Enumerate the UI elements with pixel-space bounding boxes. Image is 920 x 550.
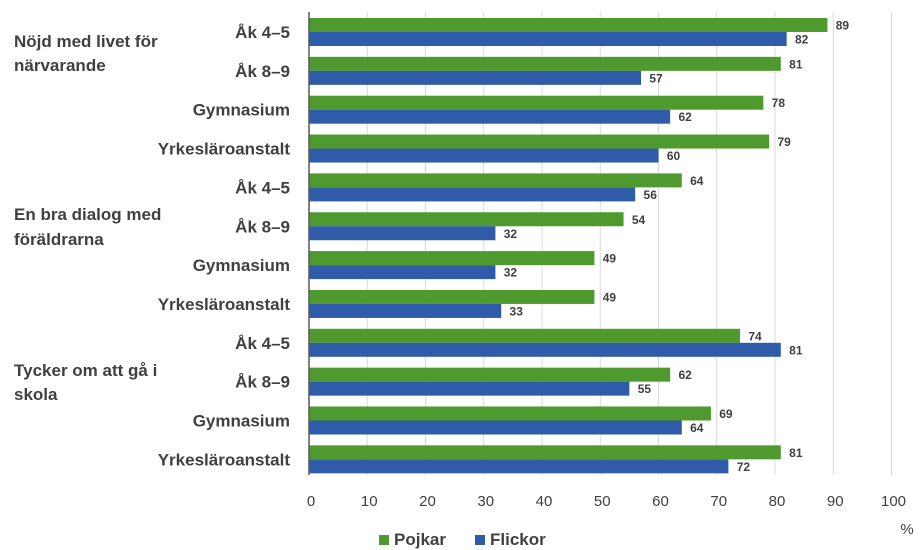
value-label: 32: [504, 227, 518, 241]
x-axis-unit: %: [900, 521, 913, 538]
legend-swatch: [379, 535, 389, 545]
category-label: Åk 4–5: [235, 334, 290, 353]
bar-flickor: [309, 149, 659, 163]
category-label: Åk 8–9: [235, 217, 290, 236]
value-label: 62: [678, 368, 692, 382]
bar-flickor: [309, 459, 728, 473]
bar-pojkar: [309, 407, 711, 421]
category-label: Yrkesläroanstalt: [158, 295, 291, 314]
value-label: 72: [737, 460, 751, 474]
value-label: 60: [667, 149, 681, 163]
category-label: Åk 4–5: [235, 23, 290, 42]
bar-flickor: [309, 265, 495, 279]
category-label: Gymnasium: [193, 101, 290, 120]
legend: Pojkar Flickor: [379, 530, 546, 549]
legend-swatch: [475, 535, 485, 545]
bar-pojkar: [309, 368, 670, 382]
value-label: 55: [638, 382, 652, 396]
value-label: 56: [644, 188, 658, 202]
value-label: 81: [789, 343, 803, 357]
bar-pojkar: [309, 251, 594, 265]
bar-pojkar: [309, 96, 763, 110]
group-label: närvarande: [14, 56, 106, 75]
value-label: 82: [795, 33, 809, 47]
bar-pojkar: [309, 18, 827, 32]
bar-flickor: [309, 343, 781, 357]
bar-flickor: [309, 421, 682, 435]
legend-label: Flickor: [490, 530, 546, 549]
value-label: 89: [836, 19, 850, 33]
group-labels: Nöjd med livet för närvarande En bra dialo…: [14, 32, 161, 404]
value-label: 33: [510, 304, 524, 318]
bar-flickor: [309, 32, 787, 46]
bar-pojkar: [309, 57, 781, 71]
value-label: 57: [649, 71, 663, 85]
category-label: Åk 4–5: [235, 178, 290, 197]
x-tick-label: 30: [477, 493, 494, 510]
category-labels: Åk 4–5 Åk 8–9 Gymnasium Yrkesläroanstalt Åk …: [158, 23, 291, 469]
bar-pojkar: [309, 329, 740, 343]
value-label: 81: [789, 57, 803, 71]
value-label: 64: [690, 421, 704, 435]
value-label: 54: [632, 213, 646, 227]
value-label: 69: [719, 407, 733, 421]
x-tick-label: 50: [594, 493, 611, 510]
bar-pojkar: [309, 290, 594, 304]
category-label: Gymnasium: [193, 412, 290, 431]
group-label: Nöjd med livet för: [14, 32, 158, 51]
value-label: 64: [690, 174, 704, 188]
x-tick-label: 40: [536, 493, 553, 510]
bar-flickor: [309, 304, 501, 318]
value-label: 79: [777, 135, 791, 149]
category-label: Gymnasium: [193, 256, 290, 275]
group-label: En bra dialog med: [14, 205, 161, 224]
category-label: Yrkesläroanstalt: [158, 140, 291, 159]
bar-flickor: [309, 110, 670, 124]
bar-pojkar: [309, 212, 624, 226]
bar-flickor: [309, 187, 635, 201]
group-label: skola: [14, 385, 58, 404]
x-tick-label: 100: [881, 493, 906, 510]
category-label: Yrkesläroanstalt: [158, 450, 291, 469]
x-tick-label: 80: [769, 493, 786, 510]
bar-flickor: [309, 71, 641, 85]
group-label: föräldrarna: [14, 230, 104, 249]
category-label: Åk 8–9: [235, 373, 290, 392]
x-tick-label: 70: [710, 493, 727, 510]
x-tick-label: 20: [419, 493, 436, 510]
bar-pojkar: [309, 173, 682, 187]
value-label: 74: [748, 329, 762, 343]
bar-flickor: [309, 382, 629, 396]
bar-pojkar: [309, 135, 769, 149]
value-label: 49: [603, 290, 617, 304]
bars: [309, 18, 827, 473]
category-label: Åk 8–9: [235, 62, 290, 81]
value-label: 81: [789, 446, 803, 460]
value-labels: 89 82 81 57 78 62 79 60 64 56 54 32 49 32 49 33 74 81 62 55…: [504, 19, 850, 474]
bar-flickor: [309, 226, 495, 240]
x-tick-label: 60: [652, 493, 669, 510]
x-tick-label: 0: [307, 493, 315, 510]
x-tick-label: 90: [827, 493, 844, 510]
x-tick-label: 10: [361, 493, 378, 510]
x-axis-ticks: 0 10 20 30 40 50 60 70 80 90 100: [307, 493, 906, 510]
value-label: 62: [678, 110, 692, 124]
value-label: 78: [772, 96, 786, 110]
bar-pojkar: [309, 445, 781, 459]
value-label: 49: [603, 252, 617, 266]
value-label: 32: [504, 266, 518, 280]
legend-label: Pojkar: [394, 530, 446, 549]
group-label: Tycker om att gå i: [14, 361, 157, 380]
